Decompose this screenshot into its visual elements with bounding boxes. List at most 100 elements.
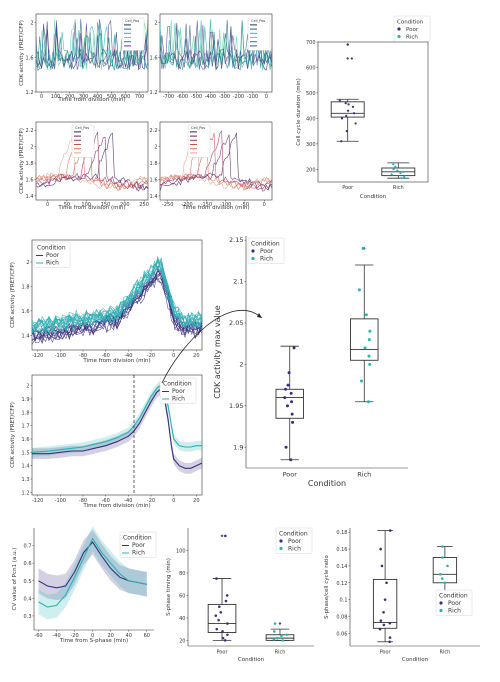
box-rich <box>350 246 379 404</box>
x-tick-label: Poor <box>217 650 229 656</box>
data-point <box>351 105 354 109</box>
x-tick-label: Rich <box>275 650 286 656</box>
x-tick-label: Rich <box>393 185 404 191</box>
data-point <box>368 329 372 333</box>
y-tick-label: 0.6 <box>24 561 32 567</box>
y-tick-label: 2.15 <box>229 236 243 244</box>
legend-title: Condition <box>279 531 308 538</box>
x-tick-label: 500 <box>107 94 117 100</box>
data-point <box>380 564 384 568</box>
data-point <box>286 383 290 387</box>
x-tick-label: -100 <box>55 498 66 504</box>
legend-frame <box>187 124 211 158</box>
connector-arrow <box>161 310 263 384</box>
legend-entry: Poor <box>288 538 302 545</box>
legend-frame <box>275 527 313 554</box>
y-tick-label: 1.2 <box>22 490 30 496</box>
plot-frame <box>317 41 429 183</box>
y-tick-label: 0.06 <box>336 631 347 637</box>
y-axis-label: CDK activity (FRET/CFP) <box>10 402 16 468</box>
plot-frame <box>31 239 203 351</box>
chart-box1: 200 300 400 500 600 700 Condition Cell cycle du… <box>296 15 431 200</box>
data-point <box>443 581 447 585</box>
y-tick-label: 60 <box>179 593 185 599</box>
x-tick-label: 700 <box>135 94 145 100</box>
y-tick-label: 1.5 <box>22 450 30 456</box>
data-point <box>361 246 365 250</box>
x-tick-label: -60 <box>102 498 110 504</box>
legend-marker <box>279 546 283 551</box>
legend-entry: Rich <box>448 608 461 615</box>
data-point <box>338 99 341 102</box>
y-tick-label: 0.14 <box>336 564 347 570</box>
x-tick-label: 600 <box>121 94 131 100</box>
legend-entry: Rich <box>172 396 185 403</box>
y-tick-label: 0.18 <box>336 530 347 536</box>
data-point <box>441 577 444 580</box>
y-tick-label: 0.16 <box>336 547 347 553</box>
data-point <box>383 598 387 601</box>
x-tick-label: 40 <box>126 633 132 639</box>
x-axis-label: Time from division (min) <box>57 97 125 103</box>
y-axis-label: CDK activity max value <box>213 305 222 398</box>
data-point <box>285 404 289 408</box>
y-tick-label: 0.7 <box>24 544 32 550</box>
x-tick-label: -600 <box>177 94 188 100</box>
legend-entry: Poor <box>260 248 274 255</box>
data-point <box>438 573 442 576</box>
x-tick-label: -400 <box>205 94 216 100</box>
data-point <box>379 619 383 623</box>
y-tick-label: 1.2 <box>150 90 158 96</box>
y-tick-label: 80 <box>179 571 185 577</box>
x-tick-label: -700 <box>163 94 174 100</box>
legend-title: Condition <box>123 535 152 542</box>
data-point <box>364 313 368 317</box>
data-point <box>221 636 225 640</box>
x-tick-label: 20 <box>108 633 114 639</box>
x-tick-label: -300 <box>219 94 230 100</box>
y-tick-label: 400 <box>306 116 316 122</box>
box-iqr <box>432 557 458 584</box>
data-point <box>284 445 288 449</box>
data-point <box>223 639 227 642</box>
x-axis-label: Condition <box>360 194 387 200</box>
data-point <box>394 165 397 168</box>
y-tick-label: 2 <box>30 145 33 151</box>
y-tick-label: 1.8 <box>150 161 158 167</box>
data-point <box>219 610 223 614</box>
y-tick-label: 2 <box>154 145 157 151</box>
data-point <box>359 379 363 383</box>
chart-ml: 0 50 100 150 200 250 1.4 1.6 1.8 2 2.2 Time from di… <box>19 121 149 211</box>
x-tick-label: -50 <box>241 202 249 208</box>
box-poor <box>372 529 398 644</box>
box-iqr <box>372 578 398 629</box>
y-tick-label: 700 <box>306 40 316 46</box>
arrow-head <box>257 313 262 318</box>
data-point <box>379 547 382 551</box>
x-tick-label: -500 <box>191 94 202 100</box>
legend-marker <box>439 608 443 613</box>
data-point <box>284 387 288 391</box>
data-point <box>347 109 350 112</box>
data-point <box>345 129 348 133</box>
chart-cv: -60 -40 -20 0 20 40 60 0.3 0.4 0.5 0.6 0.7 Time from… <box>12 526 157 644</box>
x-tick-label: Poor <box>283 471 298 479</box>
legend-marker <box>397 34 401 39</box>
data-point <box>385 581 388 585</box>
x-tick-label: 0 <box>46 202 49 208</box>
legend-title: Condition <box>439 593 468 600</box>
legend-title: Cell_Pos <box>191 126 205 130</box>
x-tick-label: 0 <box>40 94 43 100</box>
x-axis-label: Time from division (min) <box>181 205 249 211</box>
series-line <box>31 385 202 453</box>
series-line <box>31 261 203 333</box>
legend-marker <box>251 256 255 261</box>
data-point <box>357 288 361 292</box>
y-tick-label: 0.4 <box>24 596 32 602</box>
data-point <box>378 627 382 631</box>
x-axis-label: Condition <box>308 479 346 488</box>
legend: Cell_Pos <box>187 124 211 158</box>
x-axis-label: Time from division (min) <box>82 358 150 364</box>
